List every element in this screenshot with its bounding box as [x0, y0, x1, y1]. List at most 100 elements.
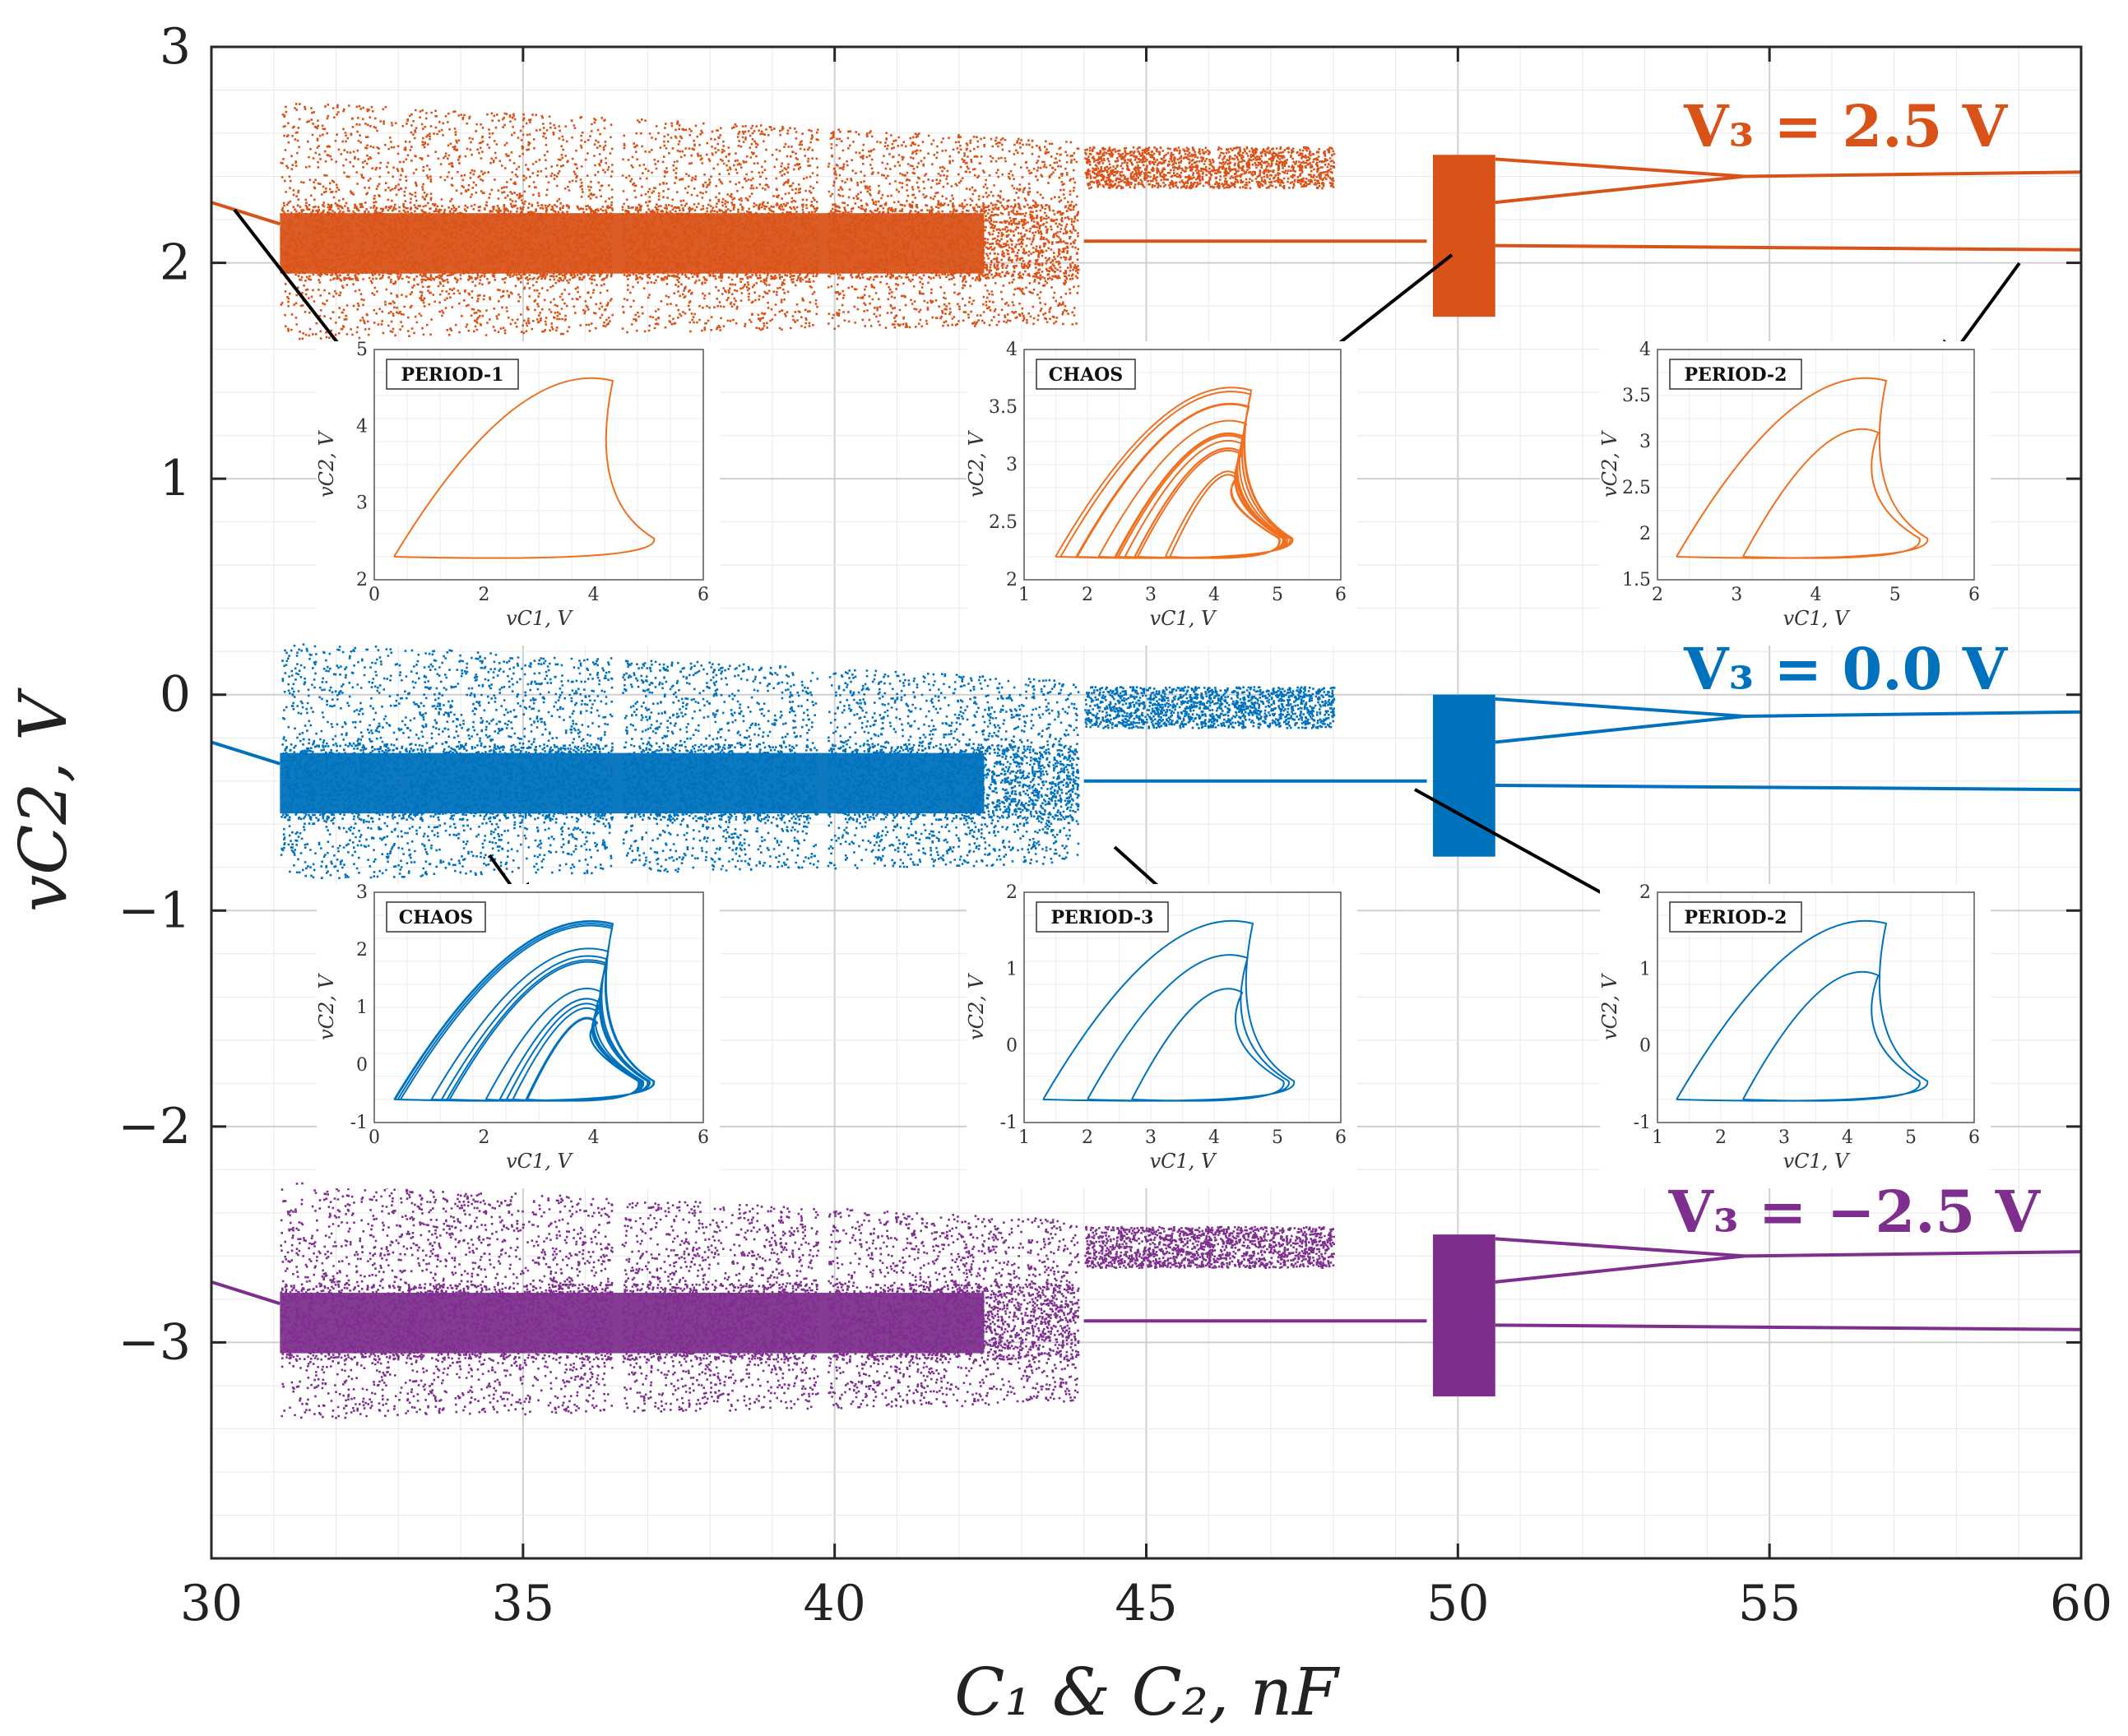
- window-3-block: [1433, 694, 1495, 857]
- inset-x-tick-label: 6: [698, 585, 709, 605]
- inset-frame: [373, 891, 704, 1123]
- inset-x-tick-label: 5: [1272, 1127, 1283, 1148]
- stable-branch: [1495, 784, 2082, 792]
- x-tick-label: 40: [803, 1575, 865, 1632]
- inset-attractor-curve: [1042, 919, 1296, 1102]
- inset-y-tick-label: 3: [1006, 455, 1018, 475]
- inset-tag: PERIOD-1: [401, 364, 504, 386]
- stable-branch: [1495, 243, 2082, 252]
- x-tick-label: 55: [1738, 1575, 1801, 1632]
- inset-x-tick-label: 1: [1652, 1127, 1663, 1148]
- inset-tag: PERIOD-2: [1685, 907, 1787, 928]
- inset-y-tick-label: 0: [356, 1055, 368, 1076]
- inset-tag-box: [386, 901, 486, 933]
- inset-y-axis-title: vC2, V: [315, 429, 338, 497]
- inset-x-tick-label: 1: [1018, 585, 1030, 605]
- y-tick-label: 0: [160, 666, 191, 724]
- inset-tag-box: [1669, 901, 1802, 933]
- y-tick-label: 3: [160, 18, 191, 76]
- inset-x-tick-label: 4: [1810, 585, 1822, 605]
- x-tick-label: 30: [180, 1575, 243, 1632]
- inset-y-tick-label: 3.5: [1622, 386, 1651, 406]
- inset-y-tick-label: 4: [356, 416, 368, 437]
- inset-y-tick-label: 2.5: [1622, 478, 1651, 498]
- inset-tag: PERIOD-2: [1685, 364, 1787, 386]
- inset-background: [1600, 341, 1991, 646]
- inset-y-tick-label: -1: [1000, 1113, 1018, 1133]
- inset-x-tick-label: 4: [1208, 1127, 1220, 1148]
- inset-attractor-curve: [1676, 919, 1929, 1102]
- inset-x-axis-title: vC1, V: [1783, 1150, 1851, 1173]
- inset-tag-box: [1036, 359, 1136, 390]
- stable-branch: [1495, 1254, 1746, 1284]
- inset-background: [1600, 884, 1991, 1188]
- y-tick-label: −2: [118, 1098, 191, 1155]
- inset-frame: [1023, 891, 1342, 1123]
- inset-x-axis-title: vC1, V: [1150, 1150, 1217, 1173]
- inset-tag-box: [386, 359, 519, 390]
- inset-x-tick-label: 6: [1968, 1127, 1980, 1148]
- window-2-points: [1084, 146, 1336, 190]
- inset-tag: CHAOS: [399, 907, 473, 928]
- inset-y-tick-label: 1: [356, 998, 368, 1018]
- window-3-block: [1433, 155, 1495, 317]
- inset-background: [317, 341, 720, 646]
- inset-x-tick-label: 4: [1208, 585, 1220, 605]
- inset-x-tick-label: 4: [588, 1127, 600, 1148]
- inset-tag: CHAOS: [1049, 364, 1123, 386]
- inset-x-axis-title: vC1, V: [506, 607, 573, 630]
- inset-x-tick-label: 5: [1905, 1127, 1917, 1148]
- stable-branch: [1495, 174, 1746, 205]
- inset-attractor-curve: [393, 377, 656, 559]
- inset-x-tick-label: 6: [1968, 585, 1980, 605]
- inset-x-tick-label: 2: [478, 585, 489, 605]
- inset-x-tick-label: 6: [1335, 1127, 1347, 1148]
- window-2-points: [1084, 686, 1336, 729]
- inset-y-tick-label: -1: [1634, 1113, 1651, 1133]
- inset-y-tick-label: -1: [350, 1113, 368, 1133]
- inset-x-tick-label: 6: [698, 1127, 709, 1148]
- inset-y-tick-label: 1: [1006, 959, 1018, 979]
- inset-x-tick-label: 5: [1889, 585, 1901, 605]
- inset-x-tick-label: 2: [1082, 585, 1093, 605]
- inset-y-tick-label: 1: [1639, 959, 1651, 979]
- inset-y-tick-label: 2: [1006, 570, 1018, 590]
- inset-background: [967, 884, 1357, 1188]
- inset-x-tick-label: 4: [1842, 1127, 1853, 1148]
- inset-x-tick-label: 5: [1272, 585, 1283, 605]
- chaos-band-core: [280, 1293, 985, 1354]
- inset-y-axis-title: vC2, V: [315, 972, 338, 1039]
- inset-y-tick-label: 4: [1639, 340, 1651, 360]
- y-tick-label: 1: [160, 450, 191, 507]
- inset-attractor-curve: [393, 919, 656, 1102]
- series-0: [211, 103, 2082, 340]
- inset-y-tick-label: 2: [1006, 882, 1018, 903]
- inset-x-tick-label: 0: [369, 1127, 380, 1148]
- inset-y-tick-label: 2: [356, 940, 368, 961]
- inset-y-tick-label: 3: [356, 493, 368, 514]
- inset-x-tick-label: 3: [1731, 585, 1742, 605]
- inset-frame: [373, 349, 704, 581]
- window-2-points: [1084, 1225, 1335, 1270]
- inset-y-tick-label: 2.5: [989, 512, 1018, 533]
- y-axis-title: vC2, V: [5, 687, 81, 912]
- chaos-band-core: [280, 213, 985, 274]
- series-1: [211, 643, 2082, 879]
- inset-x-tick-label: 2: [1652, 585, 1663, 605]
- inset-y-tick-label: 3: [356, 882, 368, 903]
- inset-x-tick-label: 3: [1145, 585, 1157, 605]
- y-tick-label: −1: [118, 882, 191, 939]
- x-tick-label: 50: [1426, 1575, 1489, 1632]
- x-axis-title: C₁ & C₂, nF: [954, 1654, 1340, 1730]
- inset-frame: [1023, 349, 1342, 581]
- inset-y-tick-label: 3: [1639, 432, 1651, 452]
- inset-x-tick-label: 6: [1335, 585, 1347, 605]
- inset-x-tick-label: 0: [369, 585, 380, 605]
- inset-x-tick-label: 3: [1778, 1127, 1790, 1148]
